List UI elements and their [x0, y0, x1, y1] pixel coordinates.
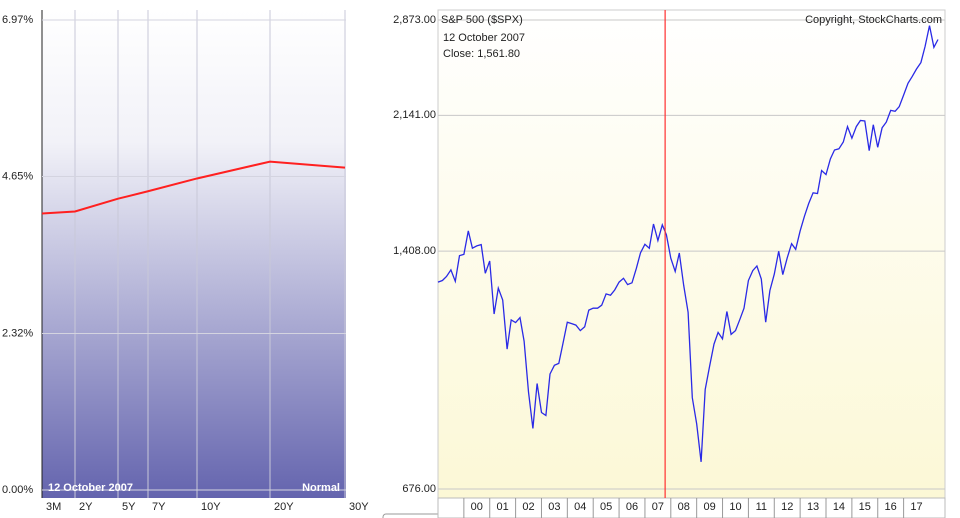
x-tick-label: 17	[910, 501, 922, 513]
y-tick-label: 676.00	[402, 483, 436, 495]
x-tick-label: 10Y	[201, 501, 221, 513]
chart-title: S&P 500 ($SPX)	[441, 14, 523, 26]
y-tick-label: 6.97%	[2, 14, 33, 26]
x-tick-label: 7Y	[152, 501, 166, 513]
close-label: Close: 1,561.80	[443, 48, 520, 60]
y-tick-label: 4.65%	[2, 170, 33, 182]
x-tick-label: 03	[548, 501, 560, 513]
curve-label: Normal	[302, 482, 340, 494]
x-tick-label: 15	[859, 501, 871, 513]
x-tick-label: 30Y	[349, 501, 369, 513]
x-tick-label: 05	[600, 501, 612, 513]
copyright: Copyright, StockCharts.com	[805, 14, 942, 26]
y-tick-label: 1,408.00	[393, 245, 436, 257]
plot-background	[437, 9, 946, 499]
x-tick-label: 20Y	[274, 501, 294, 513]
price-chart: 676.00 1,408.00 2,141.00 2,873.00 00 01 02 03 04…	[393, 10, 946, 518]
x-tick-label: 07	[652, 501, 664, 513]
x-tick-label: 16	[885, 501, 897, 513]
x-tick-label: 5Y	[122, 501, 136, 513]
y-tick-label: 2.32%	[2, 327, 33, 339]
x-tick-label: 01	[497, 501, 509, 513]
x-tick-label: 02	[522, 501, 534, 513]
x-tick-label: 11	[756, 501, 767, 513]
x-tick-label: 00	[471, 501, 483, 513]
y-tick-label: 0.00%	[2, 484, 33, 496]
x-tick-label: 13	[807, 501, 819, 513]
x-tick-label: 3M	[46, 501, 61, 513]
yield-curve-chart: 3M 2Y 5Y 7Y 10Y 20Y 30Y 0.00% 2.32% 4.65% 6.97% 12 …	[2, 10, 369, 513]
x-tick-label: 10	[729, 501, 741, 513]
y-tick-label: 2,873.00	[393, 14, 436, 26]
yield-line	[41, 160, 346, 215]
x-tick-label: 09	[703, 501, 715, 513]
date-label: 12 October 2007	[48, 482, 133, 494]
plot-background	[42, 10, 346, 498]
x-tick-label: 04	[574, 501, 586, 513]
price-line	[437, 25, 939, 462]
x-tick-label: 12	[781, 501, 793, 513]
x-axis-strip	[437, 497, 946, 518]
x-tick-label: 06	[626, 501, 638, 513]
x-tick-label: 14	[833, 501, 845, 513]
x-tick-label: 08	[678, 501, 690, 513]
date-label: 12 October 2007	[443, 32, 525, 44]
x-tick-label: 2Y	[79, 501, 93, 513]
y-tick-label: 2,141.00	[393, 109, 436, 121]
